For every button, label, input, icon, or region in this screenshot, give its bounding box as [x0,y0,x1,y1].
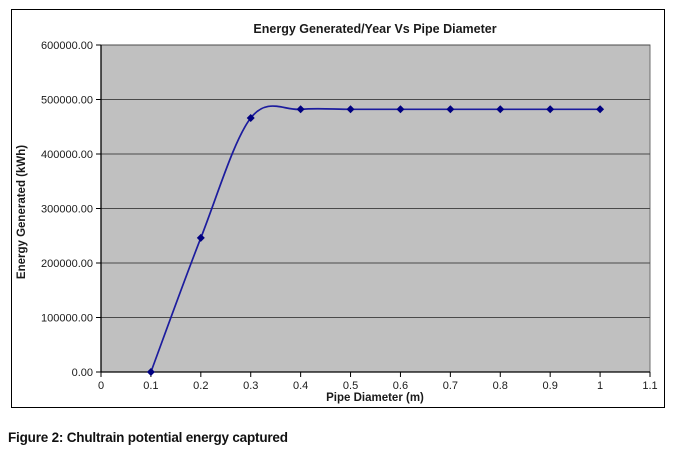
data-point-marker [396,105,405,114]
data-point-marker [496,105,505,114]
x-tick-label: 0.8 [493,380,508,392]
data-point-marker [246,114,255,123]
chart: 0.00 100000.00 200000.00 300000.00 400000.00… [11,9,665,408]
x-tick-label: 1 [597,380,603,392]
chart-title: Energy Generated/Year Vs Pipe Diameter [253,22,496,36]
data-point-marker [596,105,605,114]
y-tick-label: 300000.00 [41,204,93,216]
x-tick-label: 0.7 [443,380,458,392]
x-axis-title: Pipe Diameter (m) [326,392,424,404]
y-tick-label: 100000.00 [41,313,93,325]
chart-render-layer: 0.00 100000.00 200000.00 300000.00 400000.00… [41,40,658,392]
x-tick-label: 0.9 [543,380,558,392]
x-tick-label: 0.4 [293,380,308,392]
y-tick-label: 200000.00 [41,258,93,270]
data-point-marker [446,105,455,114]
x-tick-label: 0 [98,380,104,392]
x-tick-label: 0.3 [243,380,258,392]
y-tick-label: 400000.00 [41,149,93,161]
x-tick-label: 0.1 [143,380,158,392]
data-point-marker [296,105,305,114]
data-point-marker [146,368,155,376]
figure-caption: Figure 2: Chultrain potential energy cap… [8,430,288,445]
data-point-marker [196,233,205,242]
y-tick-label: 500000.00 [41,95,93,107]
x-tick-label: 0.5 [343,380,358,392]
x-tick-label: 0.6 [393,380,408,392]
data-point-marker [346,105,355,114]
y-tick-label: 600000.00 [41,40,93,52]
data-point-marker [546,105,555,114]
y-tick-label: 0.00 [72,367,93,379]
x-tick-label: 1.1 [642,380,657,392]
x-tick-label: 0.2 [193,380,208,392]
chart-svg: 0.00 100000.00 200000.00 300000.00 400000.00… [16,22,658,404]
y-axis-title: Energy Generated (kWh) [16,145,28,279]
